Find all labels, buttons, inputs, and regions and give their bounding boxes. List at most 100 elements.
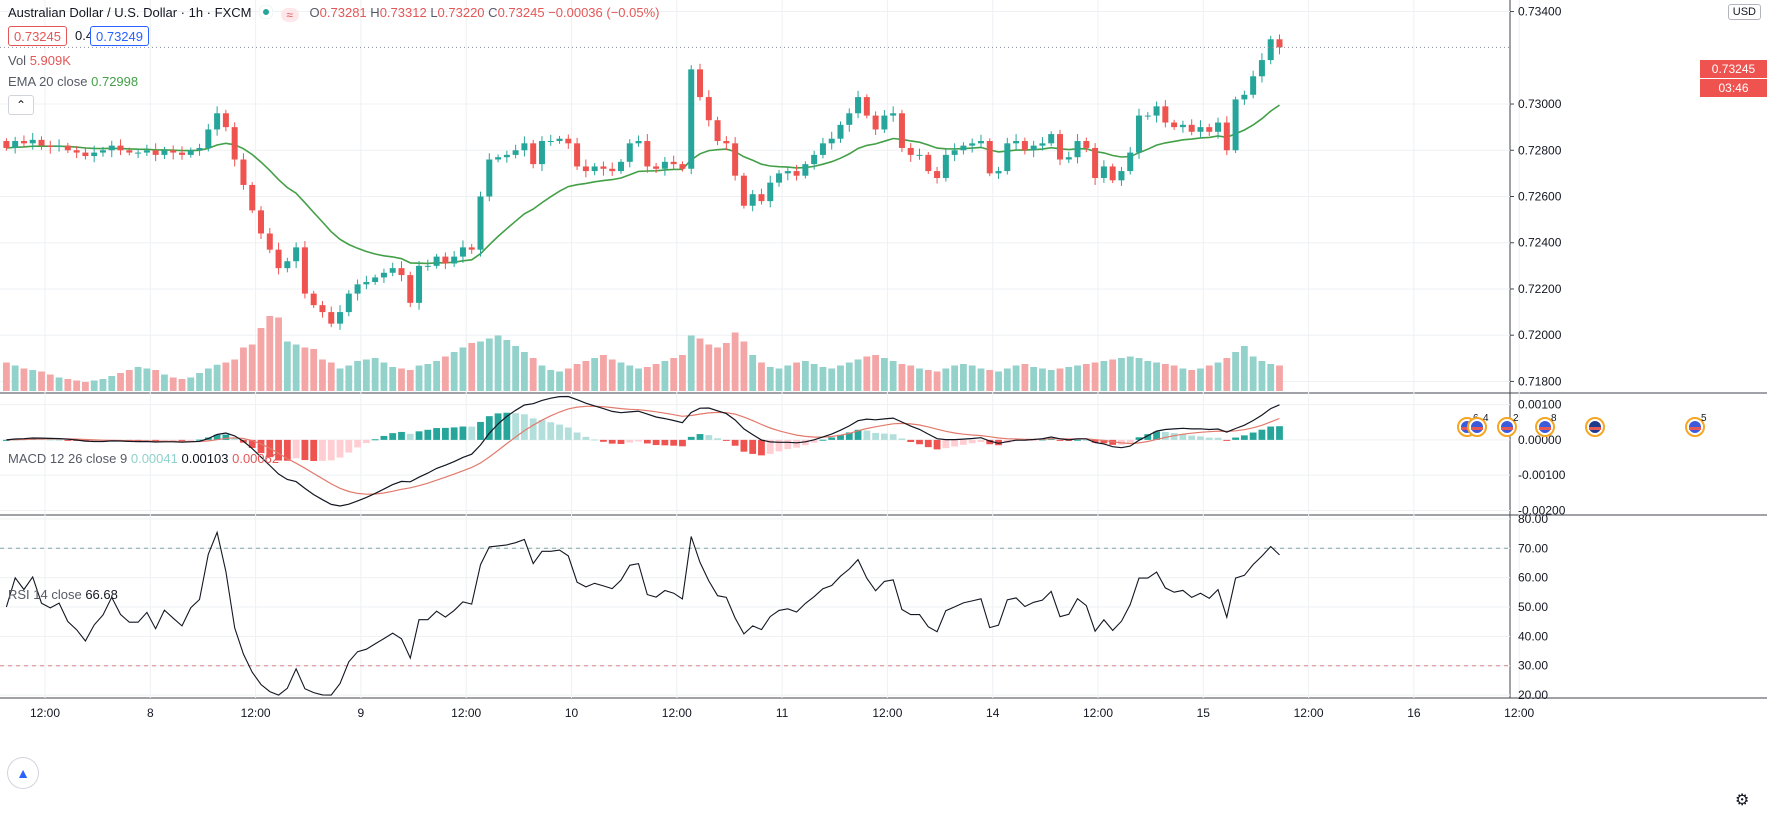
- au-flag-icon[interactable]: [1585, 417, 1605, 437]
- candle-body: [249, 184, 256, 211]
- candle-body: [688, 69, 695, 169]
- volume-bar: [125, 370, 133, 391]
- macd-tick-label: 0.00100: [1518, 398, 1562, 412]
- economic-events[interactable]: 64285: [1457, 413, 1707, 437]
- candle-body: [442, 256, 449, 264]
- volume-bar: [1161, 364, 1169, 391]
- macd-histogram-bar: [687, 436, 695, 440]
- volume-bar: [635, 368, 642, 391]
- price-tick-label: 0.73400: [1518, 5, 1562, 19]
- buy-price-button[interactable]: 0.73249: [90, 26, 149, 46]
- volume-bar: [1074, 365, 1081, 391]
- macd-histogram-bar: [889, 434, 897, 440]
- macd-histogram-bar: [1267, 426, 1275, 440]
- candle-body: [108, 145, 115, 151]
- macd-histogram-bar: [600, 439, 607, 442]
- macd-histogram-bar: [187, 439, 195, 441]
- candle-body: [767, 182, 774, 202]
- candle-body: [1232, 99, 1239, 151]
- candle-body: [732, 143, 739, 176]
- volume-bar: [169, 377, 177, 391]
- rsi-legend: RSI 14 close 66.68: [8, 586, 118, 604]
- volume-bar: [152, 370, 160, 391]
- macd-tick-label: 0.00000: [1518, 433, 1562, 447]
- candle-body: [1083, 141, 1090, 148]
- volume-bar: [661, 361, 669, 391]
- macd-histogram-bar: [582, 436, 590, 440]
- macd-histogram-bar: [898, 438, 906, 440]
- candle-body: [161, 150, 168, 155]
- candle-body: [337, 312, 344, 324]
- candle-body: [1013, 141, 1020, 144]
- macd-histogram-bar: [283, 439, 291, 461]
- macd-histogram-bar: [1240, 435, 1248, 440]
- volume-bar: [837, 365, 844, 391]
- volume-bar: [722, 343, 730, 391]
- candle-body: [749, 194, 756, 206]
- volume-bar: [626, 365, 634, 391]
- wave-icon: ≈: [280, 8, 299, 22]
- candle-body: [293, 247, 300, 262]
- sell-price-button[interactable]: 0.73245: [8, 26, 67, 46]
- candle-body: [56, 145, 63, 147]
- chevron-up-icon[interactable]: ⌃: [8, 95, 34, 115]
- candle-body: [714, 120, 721, 142]
- us-flag-icon[interactable]: 4: [1467, 413, 1489, 437]
- candle-body: [82, 152, 89, 157]
- candle-body: [1171, 122, 1178, 128]
- us-flag-icon[interactable]: 2: [1497, 413, 1519, 437]
- volume-bar: [1056, 368, 1064, 391]
- volume-bar: [995, 371, 1002, 391]
- macd-signal-value: 0.00062: [232, 451, 280, 466]
- volume-bar: [529, 358, 537, 391]
- price-tick-label: 0.72000: [1518, 328, 1562, 342]
- volume-label: Vol: [8, 53, 27, 68]
- macd-histogram-bar: [433, 428, 441, 440]
- volume-bar: [573, 364, 581, 391]
- candle-body: [1109, 166, 1116, 181]
- close-value: 0.73245: [497, 5, 545, 20]
- candle-body: [1021, 141, 1028, 151]
- volume-bar: [1276, 365, 1283, 391]
- macd-pane: [2, 395, 1283, 507]
- event-stripe: [1539, 427, 1551, 430]
- macd-histogram-bar: [380, 435, 388, 440]
- gear-icon[interactable]: ⚙: [1735, 792, 1750, 809]
- candlesticks[interactable]: [0, 34, 1510, 330]
- us-flag-icon[interactable]: 8: [1535, 413, 1557, 437]
- volume-bars: [2, 316, 1283, 391]
- time-axis: 12:00 8 12:00 9 12:00 10 12:00 11 12:00 14 12:00 15…: [30, 706, 1535, 720]
- macd-histogram-bar: [880, 433, 888, 440]
- macd-histogram-bar: [459, 426, 467, 440]
- candle-body: [837, 124, 844, 139]
- candle-body: [898, 113, 905, 148]
- macd-value: 0.00103: [181, 451, 229, 466]
- volume-bar: [1205, 365, 1213, 391]
- volume-bar: [117, 373, 124, 391]
- volume-bar: [1003, 368, 1011, 391]
- rsi-line: [5, 530, 1280, 696]
- macd-histogram-bar: [661, 439, 669, 446]
- candle-body: [811, 154, 818, 165]
- macd-histogram-bar: [547, 422, 555, 440]
- volume-bar: [977, 368, 985, 391]
- candle-body: [240, 159, 247, 185]
- us-flag-icon[interactable]: 5: [1685, 413, 1707, 437]
- high-value: 0.73312: [379, 5, 427, 20]
- event-stripe: [1589, 427, 1601, 430]
- candle-body: [1030, 145, 1037, 151]
- macd-histogram-bar: [1135, 437, 1143, 440]
- tradingview-logo-icon[interactable]: ▲: [8, 758, 38, 788]
- currency-label[interactable]: USD: [1727, 4, 1761, 20]
- volume-bar: [292, 344, 300, 391]
- high-label: H: [370, 5, 380, 20]
- candle-body: [477, 196, 484, 250]
- price-tick-label: 0.72200: [1518, 282, 1562, 296]
- macd-histogram-bar: [837, 434, 844, 440]
- time-tick-label: 12:00: [451, 706, 481, 720]
- macd-histogram-bar: [2, 439, 10, 441]
- candle-body: [1092, 147, 1099, 179]
- volume-bar: [1179, 368, 1187, 391]
- macd-histogram-bar: [503, 412, 511, 440]
